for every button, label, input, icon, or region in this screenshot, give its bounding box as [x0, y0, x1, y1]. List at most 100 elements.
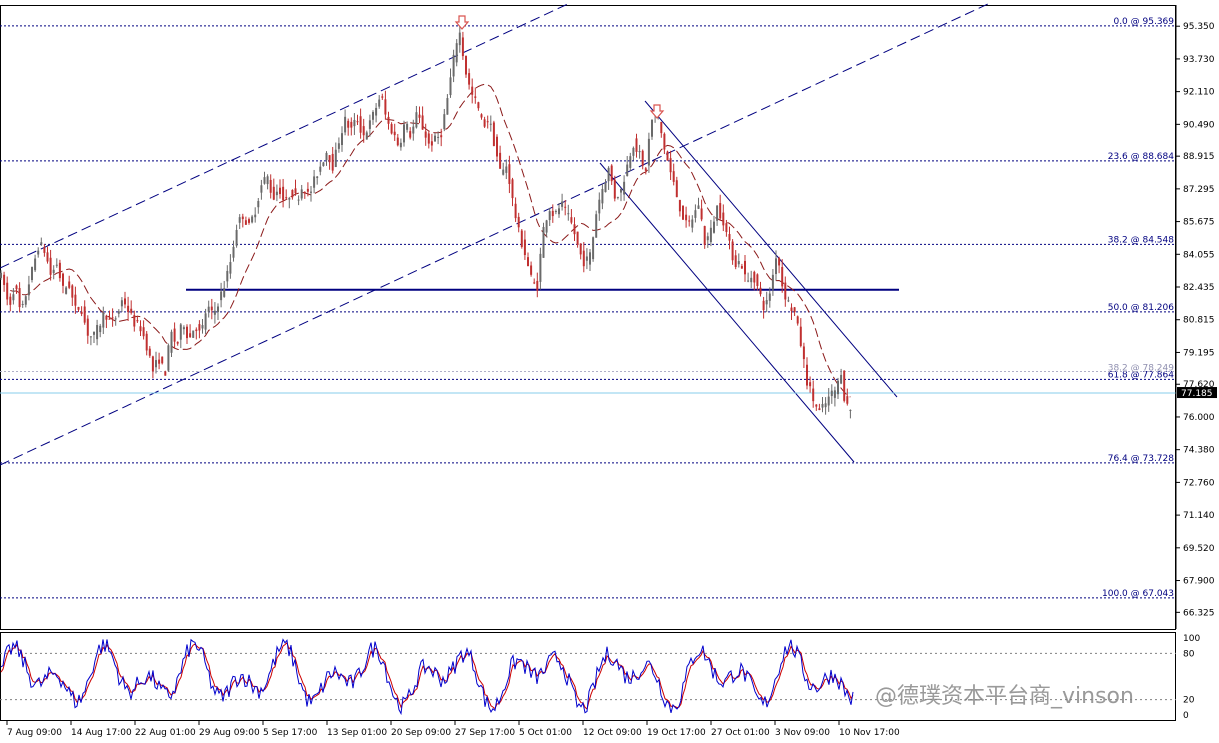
candle-body [530, 265, 533, 275]
candle-body [74, 294, 77, 306]
time-tick-label: 13 Sep 01:00 [327, 728, 387, 738]
candle-body [83, 306, 86, 323]
candle-body [489, 123, 492, 125]
candle-body [607, 167, 610, 182]
candle-body [744, 260, 746, 275]
candle-body [846, 396, 849, 404]
candle-body [15, 285, 18, 290]
candle-body [632, 147, 635, 156]
candle-body [328, 155, 331, 163]
candle-body [381, 96, 384, 98]
time-tick-label: 12 Oct 09:00 [583, 728, 642, 738]
stochastic-frame [0, 632, 1176, 721]
candle-body [375, 107, 378, 116]
candle-body [114, 318, 117, 320]
candle-body [334, 149, 337, 168]
candle-body [691, 219, 694, 228]
candle-body [461, 37, 464, 57]
price-tick-label: 71.140 [1183, 511, 1215, 521]
candle-body [806, 364, 808, 386]
candle-body [573, 224, 576, 235]
candle-body [285, 197, 288, 199]
candle-body [34, 258, 37, 271]
candle-body [111, 317, 114, 319]
candle-body [164, 371, 167, 376]
candle-body [3, 274, 6, 285]
candle-body [765, 300, 768, 305]
price-tick-label: 82.435 [1183, 283, 1215, 293]
time-tick-label: 10 Nov 17:00 [839, 728, 900, 738]
candle-body [49, 257, 52, 275]
candle-body [833, 390, 836, 398]
candle-body [771, 274, 774, 290]
candle-body [77, 306, 80, 310]
time-tick-label: 19 Oct 17:00 [647, 728, 706, 738]
candle-body [678, 200, 681, 212]
candle-body [68, 281, 71, 288]
candle-body [585, 256, 588, 261]
candle-body [158, 359, 161, 364]
candle-body [700, 208, 703, 220]
candle-body [505, 166, 508, 173]
candle-body [716, 205, 719, 221]
candle-body [89, 336, 92, 338]
candle-body [356, 121, 359, 123]
candle-body [567, 213, 570, 215]
candle-body [344, 116, 347, 133]
candle-body [390, 124, 393, 134]
candle-body [192, 330, 195, 338]
candle-body [443, 114, 446, 130]
candle-body [71, 285, 74, 298]
peak-arrow-2 [649, 104, 665, 119]
price-tick-label: 67.900 [1183, 577, 1215, 587]
candle-body [52, 269, 55, 274]
candle-body [403, 124, 405, 143]
candle-body [663, 133, 666, 150]
candle-body [843, 370, 846, 401]
candle-body [840, 374, 843, 384]
time-tick-label: 7 Aug 09:00 [7, 728, 62, 738]
candle-body [635, 138, 638, 152]
candle-body [480, 114, 483, 118]
candle-body [201, 325, 204, 329]
candle-body [108, 318, 111, 320]
candle-body [306, 188, 309, 192]
candle-body [229, 262, 232, 274]
candle-body [260, 185, 263, 193]
candle-body [775, 258, 777, 275]
candle-body [96, 324, 99, 340]
candle-body [232, 246, 235, 258]
price-tick-label: 74.380 [1183, 446, 1215, 456]
price-tick-label: 66.325 [1183, 608, 1215, 618]
candle-body [796, 316, 799, 324]
candle-body [520, 230, 523, 247]
candlesticks [0, 25, 852, 419]
candle-body [117, 311, 120, 314]
candle-body [492, 122, 495, 146]
candle-body [539, 253, 542, 282]
candle-body [818, 408, 821, 411]
candle-body [762, 300, 765, 311]
candle-body [303, 192, 306, 194]
candle-body [471, 86, 474, 95]
candle-body [589, 252, 591, 265]
candle-body [722, 212, 725, 226]
candle-body [623, 181, 626, 195]
candle-body [781, 267, 784, 287]
fib-level-label: 76.4 @ 73.728 [1108, 454, 1175, 464]
stochastic-tick-label: 100 [1183, 634, 1200, 644]
candle-body [551, 210, 554, 217]
price-tick-label: 88.915 [1183, 152, 1215, 162]
candle-body [787, 300, 790, 302]
candle-body [341, 133, 343, 146]
candle-body [647, 138, 650, 166]
fib-level-label: 23.6 @ 88.684 [1108, 152, 1175, 162]
candle-body [598, 199, 601, 214]
candle-body [802, 346, 805, 360]
stochastic-main-line [0, 638, 854, 716]
candle-body [793, 307, 796, 313]
candle-body [737, 261, 740, 265]
candle-body [182, 327, 185, 330]
candle-body [784, 282, 787, 300]
